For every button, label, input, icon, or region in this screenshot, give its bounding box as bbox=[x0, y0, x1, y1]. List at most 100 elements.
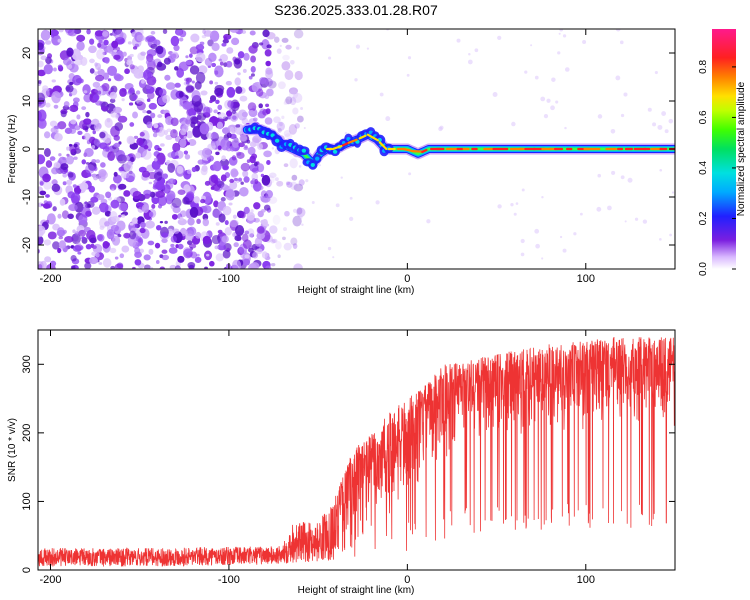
noise-dot bbox=[303, 127, 306, 130]
noise-blob bbox=[95, 252, 100, 258]
noise-dot bbox=[497, 35, 502, 40]
noise-dot bbox=[550, 105, 555, 111]
noise-blob bbox=[186, 169, 192, 175]
noise-dot bbox=[627, 177, 633, 183]
noise-blob bbox=[285, 181, 291, 186]
noise-dot bbox=[530, 44, 533, 47]
noise-blob bbox=[200, 198, 206, 204]
noise-blob bbox=[76, 34, 86, 42]
noise-blob bbox=[89, 68, 95, 74]
noise-blob bbox=[44, 256, 52, 263]
colorbar-label: Normalized spectral amplitude bbox=[736, 81, 747, 216]
noise-blob bbox=[39, 181, 44, 186]
noise-blob bbox=[185, 84, 194, 94]
noise-blob bbox=[92, 245, 97, 249]
noise-dot bbox=[328, 56, 332, 60]
noise-blob bbox=[268, 172, 277, 178]
noise-blob bbox=[53, 162, 61, 169]
noise-blob bbox=[74, 231, 79, 236]
noise-blob bbox=[191, 116, 199, 125]
noise-blob bbox=[93, 124, 99, 130]
noise-blob bbox=[112, 174, 122, 184]
noise-blob bbox=[111, 235, 121, 246]
noise-blob bbox=[286, 181, 293, 188]
noise-dot bbox=[534, 75, 539, 80]
noise-dot bbox=[535, 243, 540, 249]
signal-hot-segment bbox=[378, 141, 388, 151]
noise-blob bbox=[85, 111, 90, 118]
noise-blob bbox=[284, 98, 290, 105]
noise-blob bbox=[240, 162, 251, 172]
noise-blob bbox=[38, 42, 44, 51]
colorbar-tick-label: 0.4 bbox=[698, 161, 709, 175]
noise-blob bbox=[68, 64, 73, 69]
noise-blob bbox=[83, 132, 91, 141]
noise-blob bbox=[267, 196, 278, 204]
noise-blob bbox=[244, 145, 248, 149]
chart-title: S236.2025.333.01.28.R07 bbox=[274, 2, 438, 18]
noise-dot bbox=[557, 51, 561, 55]
noise-dot bbox=[564, 67, 570, 72]
noise-blob bbox=[217, 112, 227, 120]
noise-blob bbox=[45, 160, 53, 168]
noise-blob bbox=[118, 166, 125, 172]
noise-blob bbox=[249, 30, 256, 36]
noise-blob bbox=[265, 265, 272, 269]
noise-blob bbox=[66, 146, 70, 151]
noise-blob bbox=[52, 241, 60, 250]
noise-blob bbox=[72, 184, 77, 188]
noise-blob bbox=[57, 247, 62, 254]
noise-blob bbox=[241, 30, 247, 34]
noise-blob bbox=[171, 197, 182, 208]
noise-blob bbox=[214, 65, 224, 78]
noise-blob bbox=[45, 102, 51, 108]
noise-blob bbox=[157, 61, 163, 68]
snr-panel: -200 -100 0 100 0 100 200 300 Height of straigh… bbox=[7, 329, 676, 596]
noise-blob bbox=[234, 77, 241, 86]
noise-blob bbox=[90, 88, 99, 95]
noise-dot bbox=[582, 40, 587, 45]
noise-blob bbox=[176, 29, 183, 36]
noise-dot bbox=[513, 212, 517, 216]
noise-blob bbox=[253, 202, 261, 210]
noise-blob bbox=[38, 118, 47, 129]
noise-blob bbox=[242, 68, 247, 73]
noise-blob bbox=[45, 40, 52, 45]
noise-dot bbox=[520, 252, 525, 257]
noise-blob bbox=[242, 258, 251, 266]
noise-dot bbox=[562, 248, 567, 253]
noise-dot bbox=[340, 176, 343, 179]
noise-blob bbox=[167, 152, 176, 158]
noise-blob bbox=[47, 53, 53, 59]
snr-ylabel: SNR (10 * v/v) bbox=[7, 418, 18, 482]
noise-blob bbox=[83, 118, 92, 125]
noise-blob bbox=[222, 249, 231, 259]
noise-blob bbox=[159, 266, 166, 269]
noise-dot bbox=[642, 219, 648, 224]
noise-blob bbox=[284, 69, 294, 81]
noise-blob bbox=[170, 35, 180, 47]
noise-blob bbox=[206, 132, 213, 139]
noise-blob bbox=[225, 188, 236, 201]
noise-blob bbox=[271, 238, 278, 243]
noise-blob bbox=[187, 261, 196, 269]
noise-blob bbox=[182, 101, 192, 110]
noise-blob bbox=[229, 178, 235, 183]
noise-blob bbox=[171, 213, 178, 220]
signal-hot-segment bbox=[347, 138, 358, 144]
noise-dot bbox=[406, 73, 410, 77]
noise-blob bbox=[247, 228, 255, 238]
noise-blob bbox=[134, 259, 142, 266]
colorbar: 0.0 0.2 0.4 0.6 0.8 Normalized spectral ampl… bbox=[698, 29, 747, 276]
noise-blob bbox=[224, 220, 229, 226]
noise-blob bbox=[128, 102, 134, 106]
noise-blob bbox=[72, 245, 82, 252]
noise-blob bbox=[84, 226, 91, 233]
noise-dot bbox=[274, 177, 279, 182]
noise-blob bbox=[113, 49, 117, 53]
noise-blob bbox=[43, 131, 51, 139]
noise-blob bbox=[164, 220, 168, 224]
noise-blob bbox=[221, 42, 227, 47]
noise-blob bbox=[293, 29, 304, 39]
noise-blob bbox=[229, 219, 239, 228]
